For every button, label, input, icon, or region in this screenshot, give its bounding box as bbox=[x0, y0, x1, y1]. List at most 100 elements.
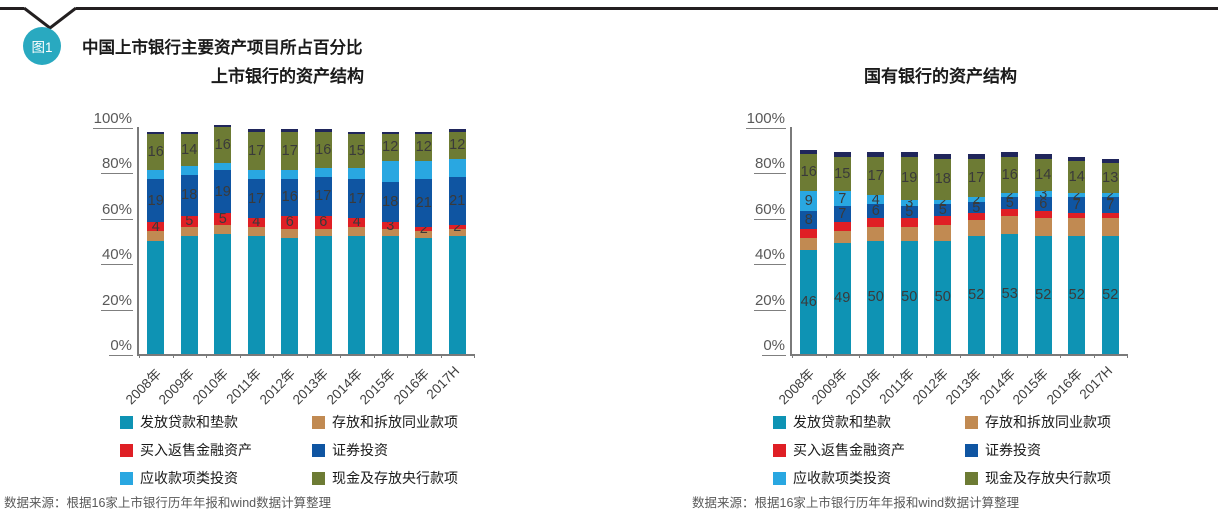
y-axis-tick-label: 20% bbox=[81, 291, 133, 311]
bar-segment bbox=[415, 131, 433, 134]
y-axis-tick-label: 0% bbox=[81, 337, 133, 356]
legend-label: 买入返售金融资产 bbox=[793, 442, 905, 458]
legend-item: 应收款项类投资 bbox=[773, 468, 965, 488]
legend-label: 证券投资 bbox=[332, 442, 388, 458]
y-axis-tick-label: 60% bbox=[81, 200, 133, 220]
bar-segment bbox=[900, 226, 918, 241]
bar-segment: 18 bbox=[381, 181, 399, 223]
bar-segment: 50 bbox=[867, 240, 885, 354]
legend-item: 现金及存放央行款项 bbox=[965, 468, 1218, 488]
bar-segment bbox=[800, 229, 818, 239]
bar-segment bbox=[281, 229, 299, 239]
bar-value-label: 18 bbox=[181, 187, 198, 204]
bar-segment: 3 bbox=[1034, 187, 1052, 201]
bar-value-label: 4 bbox=[151, 218, 160, 235]
bar-segment: 12 bbox=[415, 133, 433, 162]
bar-segment: 12 bbox=[381, 133, 399, 162]
bar-value-label: 2 bbox=[419, 221, 428, 238]
legend-swatch bbox=[312, 415, 325, 429]
bar-segment bbox=[1034, 154, 1052, 159]
bar-segment: 5 bbox=[214, 212, 232, 226]
bar-segment: 6 bbox=[867, 203, 885, 219]
bar-segment bbox=[348, 131, 366, 134]
bar-value-label: 6 bbox=[871, 203, 880, 219]
top-border-left bbox=[0, 7, 24, 10]
bar-value-label: 2 bbox=[1106, 187, 1115, 204]
chart-title: 上市银行的资产结构 bbox=[211, 67, 364, 86]
bar-segment: 7 bbox=[833, 206, 851, 223]
bar-segment bbox=[448, 229, 466, 236]
x-axis-tick-mark bbox=[993, 354, 994, 358]
bar-segment bbox=[967, 213, 985, 221]
bar-segment bbox=[180, 235, 198, 354]
legend-label: 证券投资 bbox=[985, 442, 1041, 458]
bar-segment: 2 bbox=[1068, 188, 1086, 202]
bar-segment: 4 bbox=[867, 192, 885, 207]
bar-value-label: 4 bbox=[352, 214, 361, 231]
bar-value-label: 15 bbox=[834, 165, 851, 182]
bar-segment: 7 bbox=[833, 190, 851, 207]
bar-segment bbox=[1001, 215, 1019, 234]
bar-segment bbox=[867, 152, 885, 157]
top-border-right bbox=[76, 7, 1218, 10]
bar: 5 19 16 bbox=[214, 124, 232, 354]
bar-segment bbox=[247, 226, 265, 236]
bar: 4 17 17 bbox=[247, 129, 265, 354]
bar-value-label: 14 bbox=[181, 141, 198, 158]
bar-value-label: 3 bbox=[1039, 186, 1048, 202]
bar-segment bbox=[934, 154, 952, 159]
y-axis-tick-label: 40% bbox=[734, 246, 786, 266]
bar-value-label: 5 bbox=[185, 213, 194, 230]
bar: 4 17 15 bbox=[348, 131, 366, 354]
plot-area: 100% 80% 60% 40% 20% 0% 46 8 9 16 2008年 49 7 7 15 2009年… bbox=[745, 110, 1128, 407]
legend-label: 应收款项类投资 bbox=[793, 470, 891, 486]
bar-segment bbox=[214, 233, 232, 354]
legend-item: 发放贷款和垫款 bbox=[773, 412, 965, 432]
bar-segment: 14 bbox=[1068, 161, 1086, 193]
bar-segment: 15 bbox=[833, 156, 851, 191]
bar-segment bbox=[281, 238, 299, 354]
page-title: 中国上市银行主要资产项目所占百分比 bbox=[82, 39, 363, 57]
bar-segment bbox=[833, 231, 851, 243]
bar-segment bbox=[247, 129, 265, 132]
bar-value-label: 52 bbox=[1068, 286, 1085, 303]
x-axis-tick-mark bbox=[306, 354, 308, 358]
x-axis-tick-mark bbox=[1127, 354, 1128, 358]
bar-segment bbox=[867, 226, 885, 241]
bar-segment: 2 bbox=[1101, 188, 1119, 202]
bar-segment bbox=[1068, 156, 1086, 162]
bar-value-label: 6 bbox=[285, 214, 294, 231]
bar: 52 7 2 13 bbox=[1101, 158, 1119, 354]
bar-segment: 21 bbox=[415, 179, 433, 227]
bar-segment: 19 bbox=[214, 170, 232, 214]
bar-value-label: 14 bbox=[1068, 168, 1085, 185]
y-axis-tick-text: 0% bbox=[109, 337, 133, 356]
legend-swatch bbox=[773, 471, 786, 485]
bar-segment: 15 bbox=[348, 133, 366, 168]
bar-segment: 50 bbox=[900, 240, 918, 354]
bar-segment: 19 bbox=[900, 156, 918, 200]
bar-value-label: 18 bbox=[382, 193, 399, 210]
x-axis-tick-mark bbox=[1026, 354, 1028, 358]
legend-item: 存放和拆放同业款项 bbox=[312, 412, 565, 432]
x-axis-tick-mark bbox=[474, 354, 475, 358]
bar-value-label: 17 bbox=[867, 167, 884, 184]
data-source-note: 数据来源：根据16家上市银行历年年报和wind数据计算整理 bbox=[692, 496, 1020, 510]
bar-value-label: 3 bbox=[386, 217, 395, 234]
x-axis-tick-mark bbox=[407, 354, 408, 358]
bar-segment: 6 bbox=[281, 214, 299, 231]
bar-value-label: 21 bbox=[449, 192, 466, 209]
x-axis-tick-mark bbox=[825, 354, 827, 358]
bar-segment: 14 bbox=[1034, 158, 1052, 191]
y-axis-tick-text: 100% bbox=[745, 110, 786, 129]
bar-segment bbox=[348, 226, 366, 236]
bar-segment: 7 bbox=[1101, 197, 1119, 214]
bar-value-label: 5 bbox=[905, 204, 914, 221]
bar-segment: 17 bbox=[967, 158, 985, 198]
bar-value-label: 8 bbox=[804, 212, 813, 229]
bar-segment: 6 bbox=[1034, 197, 1052, 211]
legend-swatch bbox=[120, 471, 133, 485]
chevron-down-icon bbox=[23, 7, 77, 30]
bar-segment bbox=[381, 229, 399, 236]
bar: 2 21 12 bbox=[415, 131, 433, 354]
